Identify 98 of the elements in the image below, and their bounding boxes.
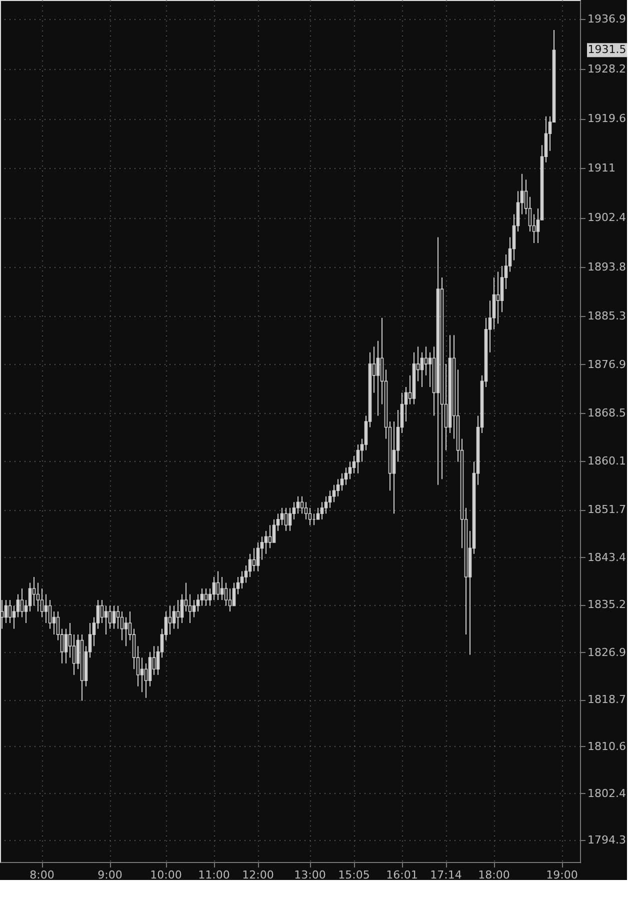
candlestick (44, 594, 48, 624)
candlestick (420, 352, 424, 388)
candlestick (248, 553, 252, 578)
y-tick-label: 1936.9 (588, 12, 626, 26)
candlestick (20, 588, 24, 618)
candlestick (212, 576, 216, 601)
candlestick (116, 605, 120, 630)
y-tick-label: 1810.6 (588, 740, 626, 753)
candlestick (332, 484, 336, 503)
y-tick-label: 1860.1 (588, 454, 626, 468)
candlestick (392, 421, 396, 514)
candlestick (500, 266, 504, 313)
candlestick (120, 611, 124, 641)
candlestick (304, 502, 308, 520)
candlestick (340, 472, 344, 492)
candlestick (336, 478, 340, 497)
y-tick-label: 1802.4 (588, 786, 626, 800)
x-tick-label: 16:01 (386, 868, 418, 882)
y-tick-label: 1868.5 (588, 406, 626, 420)
candlestick (40, 588, 44, 618)
candlestick (496, 271, 500, 324)
candlestick (492, 277, 496, 330)
y-tick-label: 1928.2 (588, 62, 626, 76)
candlestick (176, 600, 180, 630)
candlestick (224, 582, 228, 606)
y-tick-label: 1876.9 (588, 358, 626, 371)
candlestick (112, 605, 116, 630)
y-tick-label: 1893.8 (588, 260, 626, 274)
candlestick (188, 594, 192, 624)
y-tick-label: 1794.3 (588, 834, 626, 847)
candlestick (64, 628, 68, 664)
candlestick (268, 524, 272, 549)
candlestick (28, 582, 32, 612)
x-tick-label: 15:05 (338, 868, 370, 882)
y-tick-label: 1851.7 (588, 503, 626, 516)
candlestick (308, 507, 312, 526)
candlestick (344, 467, 348, 486)
candlestick (356, 444, 360, 474)
x-tick-label: 10:00 (150, 868, 182, 882)
candlestick (204, 588, 208, 606)
candlestick (168, 605, 172, 636)
candlestick (216, 570, 220, 601)
candlestick (424, 346, 428, 376)
candlestick (288, 507, 292, 532)
candlestick (100, 600, 104, 624)
x-tick-label: 19:00 (546, 868, 578, 882)
candlestick (256, 542, 260, 572)
x-tick-label: 17:14 (430, 868, 462, 882)
candlestick (272, 518, 276, 543)
candlestick (328, 490, 332, 508)
y-tick-label: 1919.6 (588, 112, 626, 126)
candlestick (48, 600, 52, 630)
candlestick (232, 582, 236, 606)
x-tick-label: 13:00 (294, 868, 326, 882)
candlestick (4, 600, 8, 624)
candlestick (200, 588, 204, 606)
text: 1931.5 (588, 43, 626, 56)
candlestick (240, 570, 244, 589)
x-tick-label: 8:00 (30, 868, 54, 882)
y-tick-label: 1911 (588, 162, 616, 175)
candlestick (124, 616, 128, 647)
y-tick-label: 1843.4 (588, 550, 626, 564)
y-tick-label: 1885.3 (588, 310, 626, 323)
candlestick (72, 634, 76, 676)
candlestick (16, 594, 20, 618)
y-tick-label: 1902.4 (588, 211, 626, 224)
candlestick (348, 461, 352, 480)
candlestick (140, 657, 144, 693)
y-tick-label: 1826.9 (588, 646, 626, 659)
candlestick (104, 605, 108, 636)
candlestick (180, 594, 184, 624)
candlestick (172, 605, 176, 630)
candlestick (300, 496, 304, 514)
candlestick (220, 576, 224, 601)
x-tick-label: 9:00 (98, 868, 122, 882)
candlestick (36, 582, 40, 612)
x-tick-label: 11:00 (198, 868, 230, 882)
candlestick (264, 530, 268, 554)
candlestick (296, 496, 300, 514)
candlestick (148, 651, 152, 687)
candlestick (228, 588, 232, 612)
x-tick-label: 18:00 (478, 868, 510, 882)
candlestick (284, 507, 288, 532)
candlestick (196, 594, 200, 612)
candlestick (8, 600, 12, 624)
candlestick (108, 605, 112, 630)
candlestick (376, 340, 380, 416)
candlestick (0, 600, 4, 630)
y-tick-label: 1835.2 (588, 598, 626, 612)
candlestick (252, 548, 256, 572)
candlestick (320, 502, 324, 520)
x-tick-label: 12:00 (242, 868, 274, 882)
candlestick (192, 600, 196, 618)
candlestick (280, 507, 284, 526)
y-tick-label: 1818.7 (588, 693, 626, 706)
candlestick (316, 507, 320, 520)
candlestick (324, 496, 328, 514)
candlestick (32, 576, 36, 606)
